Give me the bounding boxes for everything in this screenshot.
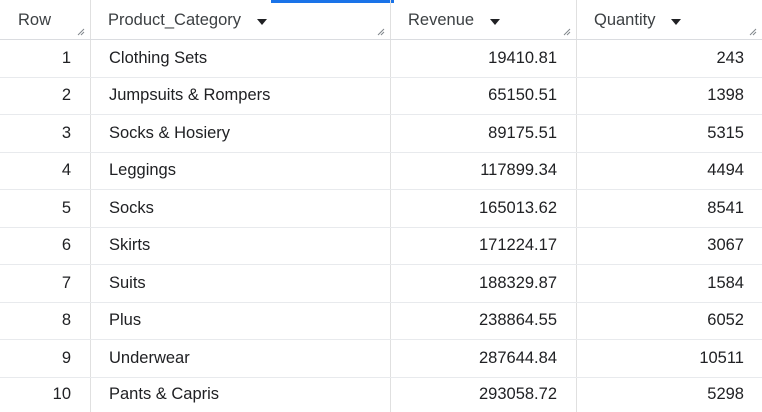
revenue-cell: 89175.51 (391, 115, 577, 152)
revenue-cell: 165013.62 (391, 190, 577, 227)
column-header-quantity[interactable]: Quantity (577, 0, 762, 39)
table-row: 10 Pants & Capris 293058.72 5298 (0, 377, 762, 412)
revenue-cell: 188329.87 (391, 265, 577, 302)
table-row: 6 Skirts 171224.17 3067 (0, 227, 762, 265)
product-category-cell: Jumpsuits & Rompers (91, 77, 391, 114)
column-resize-handle-icon[interactable] (747, 26, 757, 36)
table-row: 7 Suits 188329.87 1584 (0, 265, 762, 303)
product-category-cell: Socks & Hosiery (91, 115, 391, 152)
row-number-cell: 1 (0, 40, 91, 77)
row-number-cell: 10 (0, 377, 91, 412)
product-category-cell: Skirts (91, 227, 391, 264)
table-row: 8 Plus 238864.55 6052 (0, 302, 762, 340)
quantity-cell: 5315 (707, 123, 744, 142)
column-selection-indicator (271, 0, 394, 3)
column-header-revenue-label: Revenue (408, 11, 475, 29)
table-row: 5 Socks 165013.62 8541 (0, 190, 762, 228)
revenue-cell: 238864.55 (391, 302, 577, 339)
quantity-cell: 243 (716, 48, 744, 67)
quantity-cell: 5298 (707, 385, 744, 404)
table-row: 1 Clothing Sets 19410.81 243 (0, 40, 762, 78)
sort-dropdown-icon[interactable] (257, 19, 267, 25)
table-header-row: Row Product_Category Revenue Quantity (0, 0, 762, 40)
row-number-cell: 8 (0, 302, 91, 339)
table-row: 9 Underwear 287644.84 10511 (0, 340, 762, 378)
row-number-cell: 5 (0, 190, 91, 227)
table-row: 2 Jumpsuits & Rompers 65150.51 1398 (0, 77, 762, 115)
revenue-cell: 171224.17 (391, 227, 577, 264)
column-header-quantity-label: Quantity (594, 11, 656, 29)
column-resize-handle-icon[interactable] (75, 26, 85, 36)
sort-dropdown-icon[interactable] (490, 19, 501, 25)
product-category-cell: Suits (91, 265, 391, 302)
column-resize-handle-icon[interactable] (375, 26, 385, 36)
product-category-cell: Clothing Sets (91, 40, 391, 77)
revenue-cell: 287644.84 (391, 340, 577, 377)
column-header-row-label: Row (18, 11, 52, 29)
quantity-cell: 6052 (707, 311, 744, 330)
table-row: 3 Socks & Hosiery 89175.51 5315 (0, 115, 762, 153)
row-number-cell: 7 (0, 265, 91, 302)
column-header-product-category[interactable]: Product_Category (91, 0, 391, 39)
product-category-cell: Plus (91, 302, 391, 339)
quantity-cell: 8541 (707, 198, 744, 217)
product-category-cell: Socks (91, 190, 391, 227)
product-category-cell: Leggings (91, 152, 391, 189)
revenue-cell: 19410.81 (391, 40, 577, 77)
revenue-cell: 117899.34 (391, 152, 577, 189)
product-category-cell: Pants & Capris (91, 377, 391, 412)
revenue-cell: 65150.51 (391, 77, 577, 114)
row-number-cell: 2 (0, 77, 91, 114)
column-header-revenue[interactable]: Revenue (391, 0, 577, 39)
quantity-cell: 1584 (707, 273, 744, 292)
quantity-cell: 4494 (707, 161, 744, 180)
row-number-cell: 9 (0, 340, 91, 377)
table-row: 4 Leggings 117899.34 4494 (0, 152, 762, 190)
revenue-cell: 293058.72 (391, 377, 577, 412)
quantity-cell: 1398 (707, 86, 744, 105)
product-category-cell: Underwear (91, 340, 391, 377)
column-header-product-category-label: Product_Category (108, 11, 241, 29)
quantity-cell: 10511 (699, 348, 744, 367)
column-header-row: Row (0, 0, 91, 39)
row-number-cell: 3 (0, 115, 91, 152)
row-number-cell: 6 (0, 227, 91, 264)
row-number-cell: 4 (0, 152, 91, 189)
column-resize-handle-icon[interactable] (561, 26, 571, 36)
sort-dropdown-icon[interactable] (671, 19, 682, 25)
quantity-cell: 3067 (707, 236, 744, 255)
